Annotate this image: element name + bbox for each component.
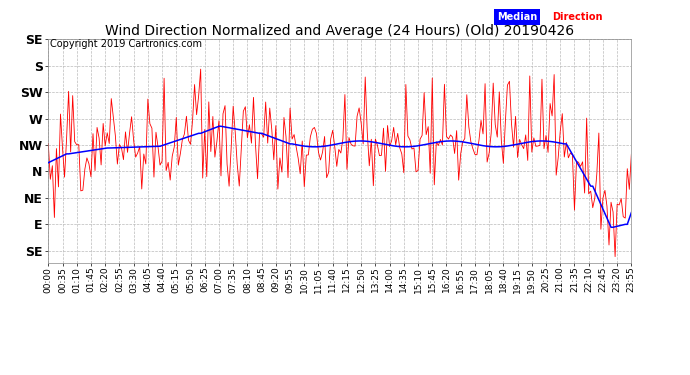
Text: Median: Median xyxy=(497,12,537,22)
Text: Direction: Direction xyxy=(552,12,602,22)
Title: Wind Direction Normalized and Average (24 Hours) (Old) 20190426: Wind Direction Normalized and Average (2… xyxy=(106,24,574,38)
Text: Copyright 2019 Cartronics.com: Copyright 2019 Cartronics.com xyxy=(50,39,201,50)
